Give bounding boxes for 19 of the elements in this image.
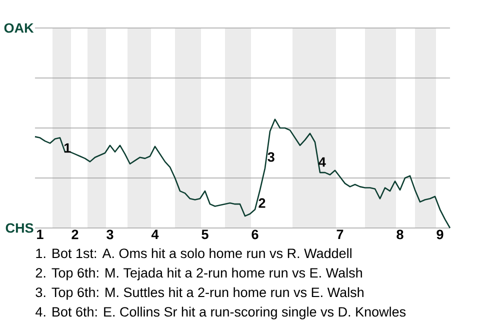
text: 2. Top 6th: M. Tejada hit a 2-run home run vs E. Walsh [36, 268, 362, 280]
annotation: 1 [64, 143, 71, 153]
x-tick-label: 1 [37, 230, 44, 239]
x-tick-label: 2 [72, 230, 78, 240]
annotation: 2 [258, 198, 266, 208]
text: 1. Bot 1st: A. Oms hit a solo home run vs R. Waddell [36, 248, 352, 258]
annotation: 4 [318, 157, 326, 167]
x-tick-label: 7 [336, 230, 344, 239]
text: 4. Bot 6th: E. Collins Sr hit a run-scoring single vs D. Knowles [36, 306, 406, 320]
x-tick-label: 3 [106, 230, 114, 240]
annotation: 3 [268, 152, 274, 162]
x-tick-label: 8 [396, 230, 404, 240]
text: 3. Top 6th: M. Suttles hit a 2-run home run vs E. Walsh [36, 287, 364, 300]
x-tick-label: 6 [252, 230, 258, 240]
ref-line-label: CHS [6, 223, 34, 233]
x-tick-label: 5 [202, 230, 208, 240]
x-tick-label: 9 [436, 230, 444, 240]
x-tick-label: 4 [151, 230, 159, 239]
ref-line-label: OAK [4, 23, 34, 33]
